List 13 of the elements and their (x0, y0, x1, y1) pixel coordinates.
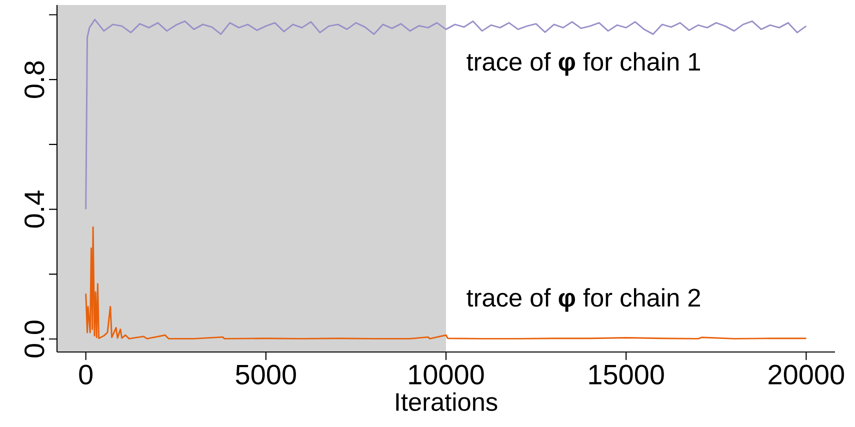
y-tick-label: 0.8 (24, 61, 44, 98)
series-label: trace of φ for chain 1 (466, 52, 700, 76)
x-tick-label: 15000 (589, 364, 664, 385)
x-tick-label: 10000 (409, 364, 484, 385)
x-tick-label: 5000 (236, 364, 296, 385)
x-tick-label: 0 (79, 364, 93, 385)
line-series (85, 226, 807, 340)
x-axis-title: Iterations (396, 392, 498, 411)
line-series (85, 18, 807, 210)
x-tick-label: 20000 (768, 364, 844, 385)
y-tick-label: 0.0 (24, 320, 44, 358)
y-tick-label: 0.4 (24, 190, 44, 228)
series-label: trace of φ for chain 2 (466, 288, 700, 312)
